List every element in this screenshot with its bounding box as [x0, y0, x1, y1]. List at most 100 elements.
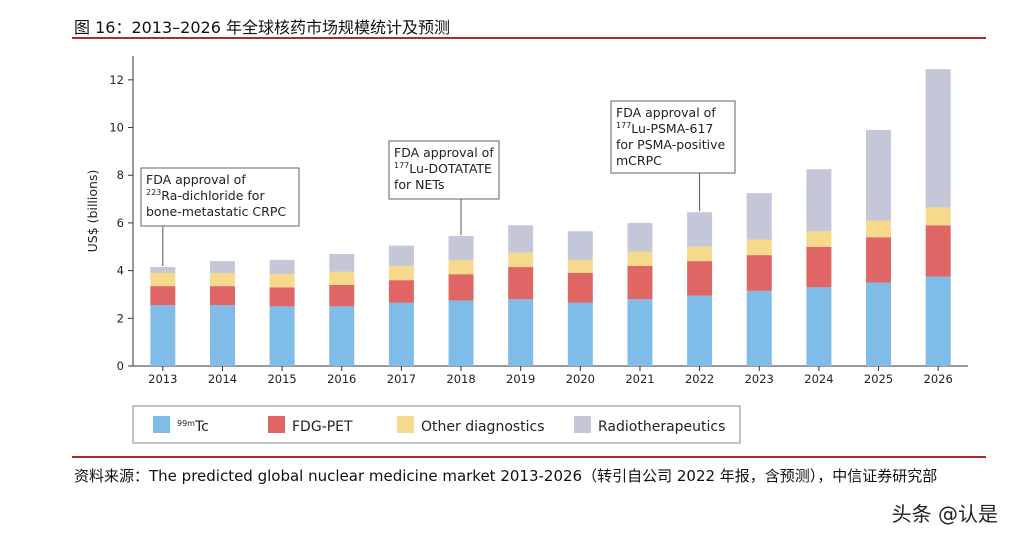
- bar-segment: [329, 253, 355, 272]
- bar-segment: [687, 246, 713, 262]
- y-axis-label: US$ (billions): [85, 170, 100, 253]
- annotation-superscript: 223: [146, 188, 161, 197]
- x-tick-label: 2018: [446, 372, 475, 386]
- bar-segment: [209, 305, 235, 366]
- bar-segment: [448, 274, 474, 301]
- bar-segment: [269, 274, 295, 288]
- bar-segment: [388, 245, 414, 266]
- legend-label: FDG-PET: [292, 419, 353, 435]
- bar-segment: [866, 220, 892, 238]
- source-rule: [72, 456, 986, 458]
- bar-segment: [269, 306, 295, 366]
- bar-segment: [627, 299, 653, 366]
- x-tick-label: 2019: [506, 372, 535, 386]
- annotation-line: 223Ra-dichloride for: [146, 188, 265, 203]
- bar-segment: [209, 273, 235, 287]
- chart-legend: 99mTc FDG-PET Other diagnostics Radiotherap…: [132, 405, 741, 444]
- bar-segment: [746, 255, 772, 291]
- x-tick-label: 2015: [267, 372, 296, 386]
- bar-segment: [687, 295, 713, 366]
- x-tick-label: 2016: [327, 372, 356, 386]
- bar-segment: [746, 290, 772, 366]
- bar-segment: [925, 69, 951, 208]
- bar-segment: [687, 261, 713, 296]
- bar-segment: [448, 236, 474, 260]
- annotation-text: Lu-DOTATATE: [409, 161, 492, 176]
- bar-segment: [508, 252, 534, 268]
- legend-swatch: [153, 416, 170, 433]
- annotation-box: [140, 167, 300, 227]
- bar-segment: [508, 225, 534, 253]
- legend-label: Radiotherapeutics: [598, 419, 725, 435]
- x-tick-label: 2026: [924, 372, 953, 386]
- legend-box: [132, 405, 741, 444]
- annotation-text: Lu-PSMA-617: [631, 121, 713, 136]
- chart-axes: 0 2 4 6 8 10 12 2013 2014 2015 2016 2017 2018 2019 202…: [85, 56, 968, 386]
- bar-segment: [806, 169, 832, 232]
- x-tick-label: 2022: [685, 372, 714, 386]
- y-tick-label: 10: [109, 121, 124, 135]
- annotation-line: 177Lu-DOTATATE: [394, 161, 492, 176]
- bar-segment: [567, 273, 593, 303]
- y-tick-label: 0: [117, 359, 124, 373]
- bar-segment: [269, 287, 295, 307]
- annotation-line: 177Lu-PSMA-617: [616, 121, 713, 136]
- y-tick-label: 2: [117, 311, 124, 325]
- legend-label: 99mTc: [177, 419, 209, 435]
- x-tick-label: 2017: [387, 372, 416, 386]
- bar-segment: [925, 276, 951, 366]
- bar-segment: [448, 300, 474, 366]
- annotation-box: [610, 100, 736, 174]
- bar-segment: [806, 231, 832, 247]
- bar-segment: [746, 239, 772, 256]
- bar-segment: [866, 129, 892, 221]
- bar-segment: [329, 284, 355, 307]
- figure-title: 图 16：2013–2026 年全球核药市场规模统计及预测: [74, 18, 450, 37]
- bar-segment: [627, 265, 653, 300]
- legend-swatch: [574, 416, 591, 433]
- bar-segment: [806, 287, 832, 366]
- bar-segment: [150, 273, 176, 287]
- x-tick-label: 2021: [625, 372, 654, 386]
- annotation-line: FDA approval of: [394, 145, 494, 160]
- bar-segment: [567, 259, 593, 273]
- annotation-box: [388, 140, 500, 200]
- bar-segment: [150, 286, 176, 306]
- bar-segment: [329, 306, 355, 366]
- legend-superscript: 99m: [177, 419, 195, 428]
- title-rule: [72, 37, 986, 39]
- bar-segment: [209, 286, 235, 306]
- legend-swatch: [268, 416, 285, 433]
- bar-segment: [567, 231, 593, 260]
- x-tick-label: 2023: [745, 372, 774, 386]
- legend-label: Other diagnostics: [421, 419, 545, 435]
- annotation-line: for NETs: [394, 177, 445, 192]
- y-tick-label: 4: [117, 264, 124, 278]
- y-tick-label: 12: [109, 73, 124, 87]
- annotation-line: for PSMA-positive: [616, 137, 726, 152]
- legend-text: Tc: [194, 419, 209, 435]
- annotation-superscript: 177: [616, 121, 631, 130]
- chart-bars: [150, 69, 951, 366]
- bar-segment: [329, 271, 355, 285]
- annotation-line: FDA approval of: [616, 105, 716, 120]
- bar-segment: [269, 259, 295, 275]
- x-tick-label: 2020: [566, 372, 595, 386]
- x-tick-label: 2014: [208, 372, 237, 386]
- bar-segment: [567, 302, 593, 366]
- bar-segment: [508, 267, 534, 300]
- annotation-line: bone-metastatic CRPC: [146, 204, 286, 219]
- annotation-line: FDA approval of: [146, 172, 246, 187]
- bar-segment: [687, 212, 713, 247]
- y-tick-label: 6: [117, 216, 124, 230]
- bar-segment: [925, 225, 951, 277]
- stacked-bar-chart: 0 2 4 6 8 10 12 2013 2014 2015 2016 2017 2018 2019 202…: [85, 56, 968, 444]
- bar-segment: [209, 261, 235, 273]
- bar-segment: [508, 299, 534, 366]
- x-tick-label: 2025: [864, 372, 893, 386]
- bar-segment: [806, 246, 832, 288]
- annotation-superscript: 177: [394, 161, 409, 170]
- x-tick-label: 2013: [148, 372, 177, 386]
- source-note: 资料来源：The predicted global nuclear medici…: [74, 467, 938, 485]
